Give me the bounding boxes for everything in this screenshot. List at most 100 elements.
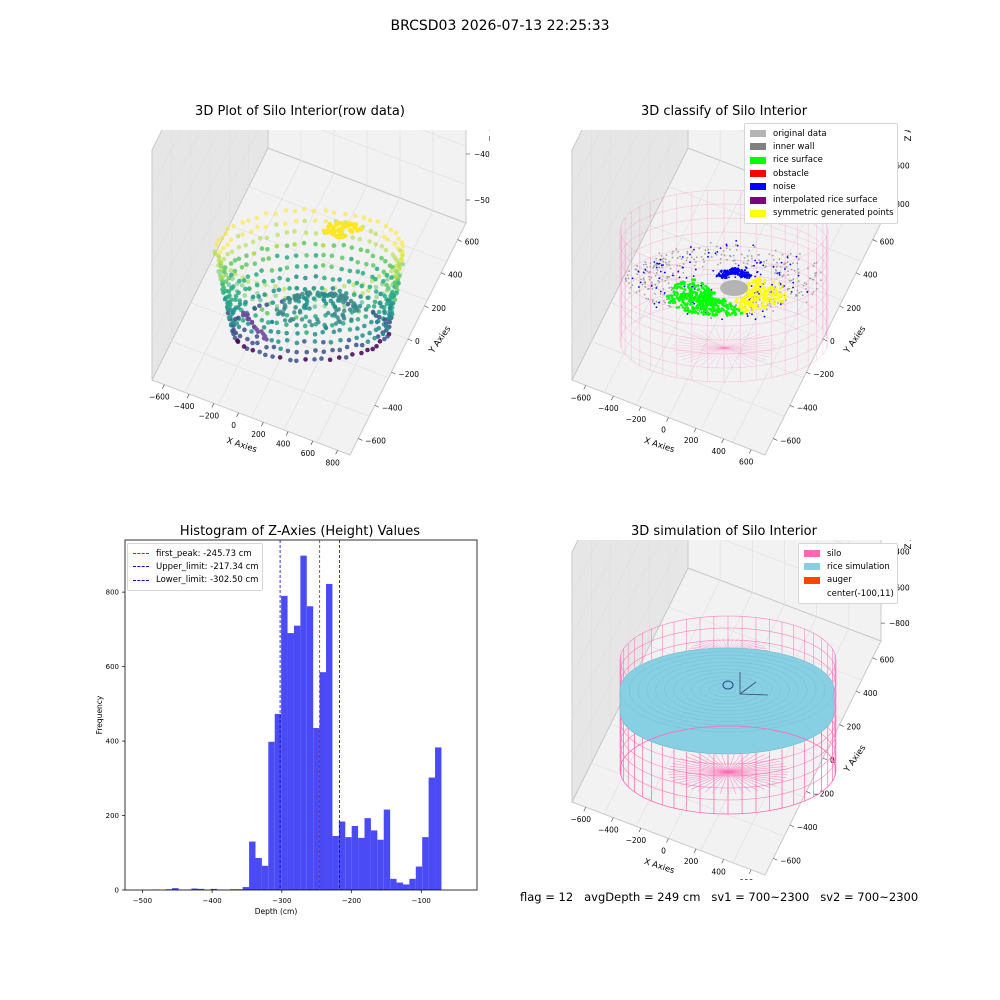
scatter-point — [263, 352, 268, 358]
scatter-point — [214, 242, 220, 247]
original-data-point — [649, 265, 652, 268]
original-data-point — [784, 262, 787, 265]
noise-point — [731, 268, 734, 272]
symmetric-point — [748, 281, 751, 285]
original-data-point — [644, 261, 647, 264]
scatter-point — [352, 213, 358, 219]
y-tick — [424, 305, 429, 309]
scatter-point — [330, 286, 336, 291]
original-data-point — [676, 264, 679, 267]
scatter-point — [232, 258, 238, 263]
histogram-bar — [268, 741, 275, 890]
scatter-point — [250, 340, 255, 346]
scatter-point — [370, 253, 376, 259]
scatter-point — [392, 280, 398, 285]
legend-label: first_peak: -245.73 cm — [156, 548, 252, 559]
scatter-point — [376, 314, 382, 320]
y-tick — [441, 272, 446, 275]
symmetric-point — [735, 298, 738, 302]
scatter-point — [300, 291, 305, 297]
scatter-point — [347, 222, 352, 228]
original-data-point — [775, 265, 778, 268]
symmetric-point — [761, 303, 764, 306]
x-tick-label: −600 — [570, 815, 591, 824]
scatter-point — [370, 263, 376, 268]
original-data-point — [662, 287, 665, 290]
x-tick-label: 400 — [276, 440, 291, 449]
x-tick-label: −100 — [412, 897, 431, 905]
scatter-point — [274, 243, 280, 249]
scatter-point — [265, 246, 270, 252]
scatter-point — [257, 303, 262, 309]
rice-surface-point — [699, 307, 702, 310]
scatter-point — [222, 265, 228, 271]
noise-point — [724, 269, 727, 272]
original-data-point — [624, 278, 627, 281]
original-data-point — [748, 312, 751, 315]
original-data-point — [797, 268, 800, 271]
original-data-point — [642, 278, 645, 281]
scatter-point — [337, 319, 343, 325]
rice-surface-point — [668, 300, 672, 304]
y-tick — [839, 724, 844, 727]
original-data-point — [775, 269, 778, 272]
scatter-point — [323, 208, 329, 213]
scatter-point — [245, 321, 251, 327]
scatter-point — [392, 241, 398, 247]
scatter-point — [268, 329, 274, 334]
original-data-point — [781, 253, 784, 256]
scatter-point — [362, 323, 367, 329]
noise-point — [719, 247, 722, 250]
original-data-point — [726, 258, 728, 261]
symmetric-point — [754, 293, 757, 297]
symmetric-point — [766, 298, 770, 302]
noise-point — [738, 269, 741, 272]
original-data-point — [678, 264, 681, 267]
original-data-point — [698, 310, 701, 312]
original-data-point — [796, 289, 799, 292]
noise-point — [784, 268, 786, 271]
symmetric-point — [748, 300, 751, 304]
rice-surface-point — [681, 305, 685, 309]
scatter-point — [382, 293, 387, 299]
rice-surface-point — [683, 288, 686, 291]
scatter-point — [249, 319, 255, 325]
rice-mesh-ring — [709, 682, 745, 698]
original-data-point — [698, 247, 701, 250]
legend-label: Upper_limit: -217.34 cm — [156, 561, 259, 572]
scatter-point — [235, 233, 241, 239]
scatter-point — [259, 317, 265, 323]
original-data-point — [747, 259, 750, 262]
silo-floor-spoke — [697, 771, 729, 792]
original-data-point — [815, 261, 818, 264]
scatter-point — [236, 244, 242, 250]
scatter-point — [313, 231, 319, 236]
histogram-bar — [313, 728, 320, 890]
scatter-point — [358, 227, 364, 232]
original-data-point — [803, 282, 806, 284]
scatter-point — [383, 258, 388, 264]
scatter-point — [381, 234, 387, 240]
rice-surface-point — [717, 310, 721, 314]
symmetric-point — [750, 302, 754, 306]
silo-floor-spoke — [697, 752, 729, 773]
scatter-point — [350, 352, 355, 357]
rice-surface-point — [680, 303, 683, 307]
original-data-point — [701, 265, 704, 268]
x-tick — [335, 450, 338, 455]
y-tick-label: −400 — [382, 403, 403, 412]
original-data-point — [732, 259, 735, 262]
scatter-point — [378, 291, 383, 297]
original-data-point — [686, 256, 689, 259]
scatter-point — [223, 279, 229, 284]
scatter-point — [276, 339, 281, 344]
rice-surface-point — [696, 305, 699, 308]
scatter-point — [321, 349, 327, 355]
original-data-point — [696, 309, 699, 311]
grid-line — [571, 540, 882, 719]
noise-point — [736, 244, 739, 247]
original-data-point — [733, 259, 736, 262]
scatter-point — [397, 248, 403, 253]
scatter-point — [382, 336, 387, 342]
scatter-point — [343, 355, 349, 360]
